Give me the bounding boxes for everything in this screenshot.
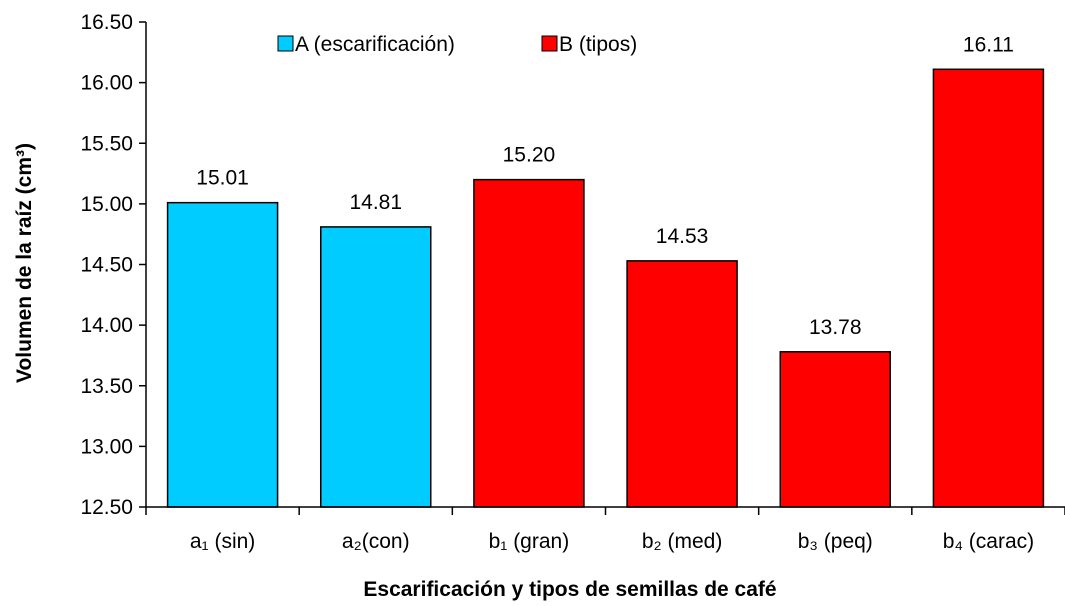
x-tick-label: a₂(con) bbox=[342, 530, 410, 553]
bar bbox=[779, 351, 891, 508]
y-tick-label: 14.00 bbox=[80, 314, 133, 337]
data-label: 15.20 bbox=[503, 144, 556, 167]
bar bbox=[932, 68, 1045, 508]
y-tick-label: 15.00 bbox=[80, 193, 133, 216]
y-axis-title: Volumen de la raíz (cm³) bbox=[13, 143, 36, 383]
x-tick-label: b₂ (med) bbox=[642, 530, 723, 553]
y-axis-ticks: 12.50 13.00 13.50 14.00 14.50 15.00 15.50 16.00… bbox=[80, 11, 146, 519]
bar bbox=[166, 201, 279, 508]
x-tick-label: b₁ (gran) bbox=[489, 530, 570, 553]
bar bbox=[473, 178, 585, 508]
data-labels: 15.01 14.81 15.20 14.53 13.78 16.11 bbox=[196, 33, 1014, 339]
y-tick-label: 13.00 bbox=[80, 435, 133, 458]
y-tick-label: 16.00 bbox=[80, 72, 133, 95]
data-label: 13.78 bbox=[809, 316, 862, 339]
y-tick-label: 12.50 bbox=[80, 496, 133, 519]
y-tick-label: 16.50 bbox=[80, 11, 133, 34]
y-tick-label: 15.50 bbox=[80, 132, 133, 155]
bar bbox=[320, 226, 432, 508]
axes bbox=[145, 22, 1065, 508]
x-axis-ticks: a₁ (sin) a₂(con) b₁ (gran) b₂ (med) b₃ (peq)… bbox=[145, 507, 1065, 553]
legend-swatch bbox=[541, 35, 558, 52]
data-label: 14.53 bbox=[656, 225, 709, 248]
data-label: 16.11 bbox=[963, 33, 1014, 56]
data-label: 15.01 bbox=[196, 167, 249, 190]
x-tick-label: a₁ (sin) bbox=[190, 530, 255, 553]
x-tick-label: b₄ (carac) bbox=[943, 530, 1034, 553]
data-label: 14.81 bbox=[349, 191, 402, 214]
legend-label: B (tipos) bbox=[559, 33, 637, 56]
legend-label: A (escarificación) bbox=[295, 33, 455, 56]
legend-swatch bbox=[277, 35, 294, 52]
y-tick-label: 14.50 bbox=[80, 254, 133, 277]
y-tick-label: 13.50 bbox=[80, 375, 133, 398]
bar bbox=[626, 260, 738, 508]
x-tick-label: b₃ (peq) bbox=[798, 530, 873, 553]
bars bbox=[166, 68, 1045, 508]
legend: A (escarificación) B (tipos) bbox=[277, 33, 637, 56]
x-axis-title: Escarificación y tipos de semillas de ca… bbox=[363, 578, 776, 601]
